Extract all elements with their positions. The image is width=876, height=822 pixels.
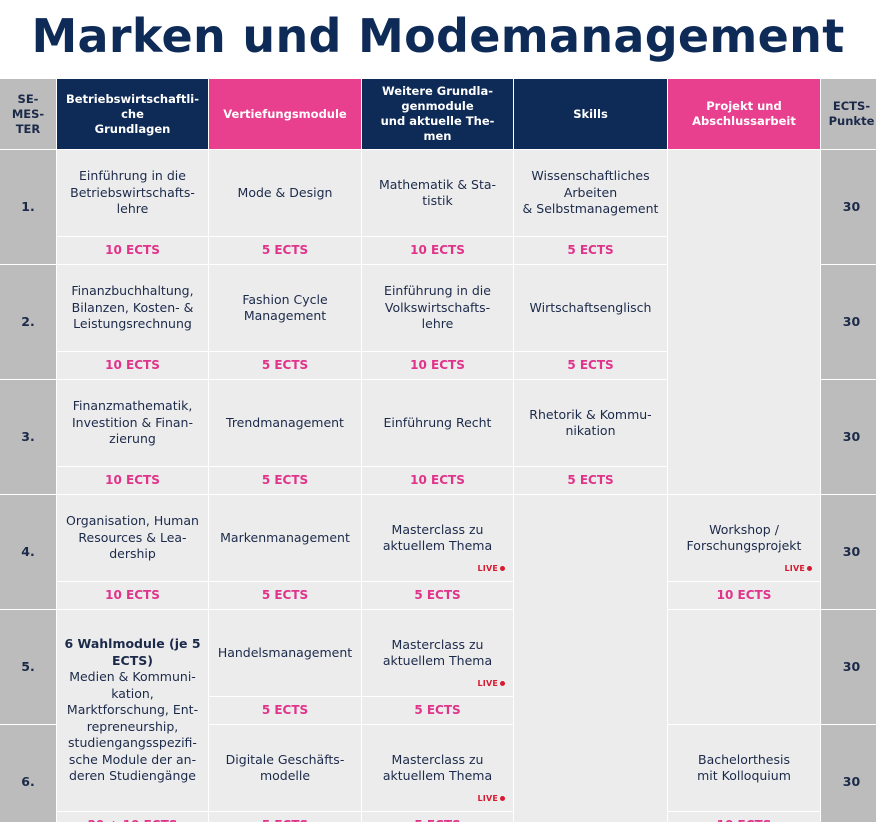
module-cell: Einführung in die Betriebswirtschafts- l… (57, 150, 208, 236)
module-label: Masterclass zu aktuellem Thema (382, 636, 493, 669)
live-badge: LIVE (477, 676, 505, 693)
header-skills: Skills (514, 79, 667, 149)
module-label: Masterclass zu aktuellem Thema (382, 521, 493, 554)
ects-value: 10 ECTS (57, 467, 208, 494)
module-cell: Finanzmathematik, Investition & Finan- z… (57, 380, 208, 466)
live-label: LIVE (784, 563, 805, 573)
module-cell: Digitale Geschäfts- modelle (209, 725, 361, 811)
page-title: Marken und Modemanagement (31, 9, 845, 63)
ects-value: 10 ECTS (362, 237, 513, 264)
header-ects-points: ECTS- Punkte (821, 79, 876, 149)
project-column-empty (668, 150, 820, 494)
ects-value: 5 ECTS (514, 237, 667, 264)
module-cell: Bachelorthesis mit Kolloquium (668, 725, 820, 811)
module-label: Masterclass zu aktuellem Thema (382, 751, 493, 784)
live-dot-icon (807, 566, 812, 572)
module-cell: Rhetorik & Kommu- nikation (514, 380, 667, 466)
module-cell: Markenmanagement (209, 495, 361, 581)
semester-ects-total: 30 (821, 380, 876, 494)
header-project-thesis: Projekt und Abschlussarbeit (668, 79, 820, 149)
module-cell: Mathematik & Sta- tistik (362, 150, 513, 236)
live-label: LIVE (477, 678, 498, 688)
semester-ects-total: 30 (821, 265, 876, 379)
live-dot-icon (500, 566, 505, 572)
header-semester: SE- MES- TER (0, 79, 56, 149)
ects-value: 5 ECTS (209, 352, 361, 379)
header-further-modules: Weitere Grundla- genmodule und aktuelle … (362, 79, 513, 149)
ects-value: 5 ECTS (209, 237, 361, 264)
module-cell: Masterclass zu aktuellem Thema LIVE (362, 495, 513, 581)
module-cell: Wirtschaftsenglisch (514, 265, 667, 351)
ects-value: 5 ECTS (514, 467, 667, 494)
module-cell: Masterclass zu aktuellem Thema LIVE (362, 610, 513, 696)
live-badge: LIVE (477, 791, 505, 808)
ects-value: 10 ECTS (668, 582, 820, 609)
ects-value: 5 ECTS (209, 582, 361, 609)
electives-body: Medien & Kommuni- kation, Marktforschung… (66, 669, 199, 784)
ects-value: 10 ECTS (57, 237, 208, 264)
live-dot-icon (500, 796, 505, 802)
semester-label: 5. (0, 610, 56, 724)
live-badge: LIVE (784, 561, 812, 578)
project-column-empty (668, 610, 820, 724)
ects-value: 5 ECTS (514, 352, 667, 379)
module-cell: Organisation, Human Resources & Lea- der… (57, 495, 208, 581)
ects-value: 5 ECTS (209, 467, 361, 494)
semester-ects-total: 30 (821, 725, 876, 822)
ects-value: 5 ECTS (209, 812, 361, 822)
live-label: LIVE (477, 793, 498, 803)
module-cell: Einführung Recht (362, 380, 513, 466)
ects-value: 10 ECTS (668, 812, 820, 822)
header-specialization-modules: Vertiefungsmodule (209, 79, 361, 149)
electives-cell: 6 Wahlmodule (je 5 ECTS) Medien & Kommun… (57, 610, 208, 811)
module-cell: Finanzbuchhaltung, Bilanzen, Kosten- & L… (57, 265, 208, 351)
curriculum-table: SE- MES- TER Betriebswirtschaftli- che G… (0, 79, 876, 822)
module-cell: Mode & Design (209, 150, 361, 236)
semester-ects-total: 30 (821, 610, 876, 724)
ects-value: 5 ECTS (362, 697, 513, 724)
ects-value: 5 ECTS (362, 582, 513, 609)
semester-label: 1. (0, 150, 56, 264)
ects-value: 10 ECTS (57, 352, 208, 379)
electives-heading: 6 Wahlmodule (je 5 ECTS) (64, 636, 201, 668)
live-label: LIVE (477, 563, 498, 573)
module-cell: Wissenschaftliches Arbeiten & Selbstmana… (514, 150, 667, 236)
ects-value: 10 ECTS (362, 352, 513, 379)
live-badge: LIVE (477, 561, 505, 578)
live-dot-icon (500, 681, 505, 687)
semester-ects-total: 30 (821, 150, 876, 264)
ects-value: 5 ECTS (362, 812, 513, 822)
module-cell: Handelsmanagement (209, 610, 361, 696)
ects-value: 20 + 10 ECTS (57, 812, 208, 822)
ects-value: 10 ECTS (57, 582, 208, 609)
ects-value: 5 ECTS (209, 697, 361, 724)
skills-column-empty (514, 495, 667, 822)
header-business-fundamentals: Betriebswirtschaftli- che Grundlagen (57, 79, 208, 149)
semester-label: 3. (0, 380, 56, 494)
ects-value: 10 ECTS (362, 467, 513, 494)
module-label: Workshop / Forschungsprojekt (686, 521, 802, 554)
module-cell: Masterclass zu aktuellem Thema LIVE (362, 725, 513, 811)
module-cell: Workshop / Forschungsprojekt LIVE (668, 495, 820, 581)
semester-label: 6. (0, 725, 56, 822)
semester-ects-total: 30 (821, 495, 876, 609)
module-cell: Einführung in die Volkswirtschafts- lehr… (362, 265, 513, 351)
semester-label: 4. (0, 495, 56, 609)
module-cell: Trendmanagement (209, 380, 361, 466)
semester-label: 2. (0, 265, 56, 379)
module-cell: Fashion Cycle Management (209, 265, 361, 351)
